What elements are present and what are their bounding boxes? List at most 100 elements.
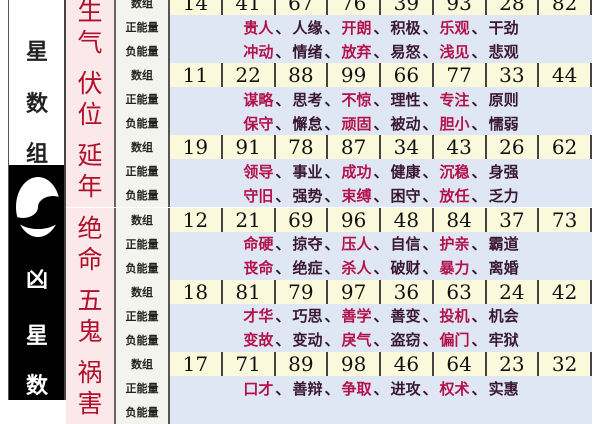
trait: 束缚 [341,186,372,205]
number-cell: 18 [170,279,223,304]
separator: 、 [275,162,291,181]
trait: 口才 [243,379,274,398]
number-cell: 43 [434,135,487,160]
side-label-char: 组 [25,141,48,167]
negative-energy-row: 负能量 丧命、绝症、杀人、破财、暴力、离婚 [116,255,592,280]
row-label: 正能量 [116,303,170,328]
number-row: 数组 19 91 78 87 34 43 26 62 [116,135,592,160]
row-label: 负能量 [116,39,170,63]
group-name: 祸害 [66,352,116,424]
separator: 、 [471,379,487,398]
group-name-char: 生 [77,0,103,26]
trait: 掠夺 [292,235,323,254]
star-group: 五鬼数组 18 81 79 97 36 63 24 42 正能量 才华、巧思、善学、善变、投机、机会… [66,279,592,352]
number-cell: 89 [276,352,329,376]
trait: 投机 [439,307,470,326]
group-name-char: 鬼 [77,316,103,346]
separator: 、 [373,235,389,254]
number-cell: 42 [539,279,592,304]
trait: 领导 [243,162,274,181]
trait: 贵人 [243,18,274,37]
trait: 才华 [243,307,274,326]
separator: 、 [422,331,438,350]
separator: 、 [373,259,389,278]
number-cell: 76 [328,0,381,15]
trait-list: 保守、懈怠、顽固、被动、胆小、懦弱 [170,111,592,136]
trait: 善学 [341,307,372,326]
separator: 、 [275,186,291,205]
trait: 巧思 [292,307,323,326]
positive-energy-row: 正能量 口才、善辩、争取、进攻、权术、实惠 [116,376,592,400]
side-label-char: 星 [25,39,48,65]
trait: 护亲 [439,235,470,254]
number-cell: 71 [223,352,276,376]
trait: 放任 [439,186,470,205]
number-cell: 64 [434,352,487,376]
number-cell: 84 [434,207,487,232]
trait-list [170,400,592,424]
group-name-char: 命 [77,244,103,274]
separator: 、 [422,379,438,398]
trait: 易怒 [390,42,421,61]
trait: 乐观 [439,18,470,37]
separator: 、 [373,331,389,350]
trait: 霸道 [488,235,519,254]
trait: 暴力 [439,259,470,278]
row-label: 数组 [116,0,170,15]
trait: 开朗 [341,18,372,37]
trait: 原则 [488,90,519,109]
side-label-char: 星 [25,323,48,349]
separator: 、 [471,42,487,61]
row-label: 正能量 [116,159,170,184]
number-cell: 37 [487,207,540,232]
number-cell: 77 [434,63,487,88]
separator: 、 [324,235,340,254]
separator: 、 [275,90,291,109]
separator: 、 [471,90,487,109]
separator: 、 [422,162,438,181]
separator: 、 [275,331,291,350]
number-cell: 79 [276,279,329,304]
group-name-char: 伏 [77,69,103,99]
separator: 、 [324,90,340,109]
trait: 破财 [390,259,421,278]
number-cell: 98 [328,352,381,376]
separator: 、 [471,186,487,205]
separator: 、 [324,18,340,37]
trait: 强势 [292,186,323,205]
trait: 事业 [292,162,323,181]
number-cell: 46 [381,352,434,376]
group-name: 绝命 [66,207,116,280]
number-cell: 17 [170,352,223,376]
number-cells: 14 41 67 76 39 93 28 82 [170,0,592,15]
number-cell: 19 [170,135,223,160]
negative-energy-row: 负能量 保守、懈怠、顽固、被动、胆小、懦弱 [116,111,592,136]
number-cell: 28 [487,0,540,15]
separator: 、 [324,331,340,350]
separator: 、 [471,259,487,278]
star-group: 延年数组 19 91 78 87 34 43 26 62 正能量 领导、事业、成功、健康、沉稳、身强… [66,135,592,208]
trait: 命硬 [243,235,274,254]
trait: 积极 [390,18,421,37]
trait: 压人 [341,235,372,254]
number-cell: 63 [434,279,487,304]
trait: 权术 [439,379,470,398]
group-name-char: 害 [77,389,103,418]
number-cells: 19 91 78 87 34 43 26 62 [170,135,592,160]
separator: 、 [275,235,291,254]
number-cell: 34 [381,135,434,160]
separator: 、 [275,379,291,398]
group-name-char: 绝 [77,213,103,243]
number-cell: 87 [328,135,381,160]
trait-list: 丧命、绝症、杀人、破财、暴力、离婚 [170,255,592,280]
trait: 胆小 [439,114,470,133]
separator: 、 [373,90,389,109]
group-name-char: 位 [77,100,103,130]
separator: 、 [422,186,438,205]
row-label: 负能量 [116,327,170,352]
number-cell: 88 [276,63,329,88]
trait-list: 领导、事业、成功、健康、沉稳、身强 [170,159,592,184]
separator: 、 [373,42,389,61]
number-cells: 11 22 88 99 66 77 33 44 [170,63,592,88]
trait-list: 才华、巧思、善学、善变、投机、机会 [170,303,592,328]
